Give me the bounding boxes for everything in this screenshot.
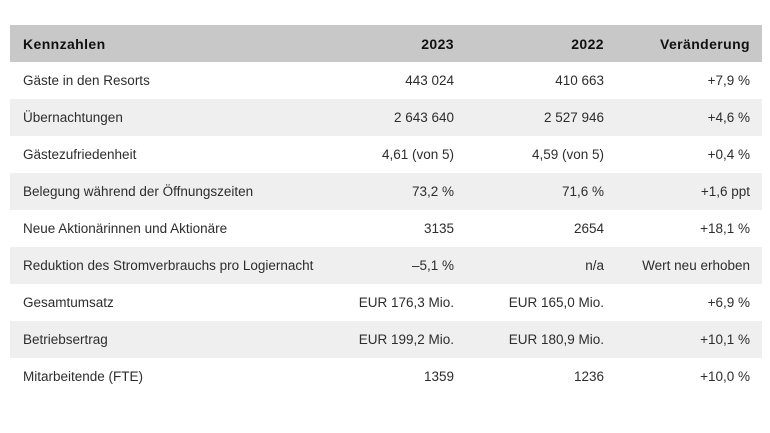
- value-2022: n/a: [585, 258, 604, 273]
- table-row: Betriebsertrag EUR 199,2 Mio. EUR 180,9 …: [10, 321, 762, 358]
- kpi-table: Kennzahlen 2023 2022 Veränderung Gäste i…: [10, 25, 762, 395]
- row-label: Betriebsertrag: [23, 332, 108, 347]
- column-header-2023: 2023: [421, 35, 454, 52]
- table-row: Übernachtungen 2 643 640 2 527 946 +4,6 …: [10, 99, 762, 136]
- table-row: Gäste in den Resorts 443 024 410 663 +7,…: [10, 62, 762, 99]
- value-2022: 71,6 %: [561, 184, 604, 199]
- value-2022: 1236: [573, 369, 604, 384]
- value-change: +4,6 %: [707, 110, 750, 125]
- value-2022: EUR 180,9 Mio.: [508, 332, 604, 347]
- row-label: Reduktion des Stromverbrauchs pro Logier…: [23, 258, 314, 273]
- table-row: Neue Aktionärinnen und Aktionäre 3135 26…: [10, 210, 762, 247]
- row-label: Gästezufriedenheit: [23, 147, 137, 162]
- table-row: Gesamtumsatz EUR 176,3 Mio. EUR 165,0 Mi…: [10, 284, 762, 321]
- table-row: Reduktion des Stromverbrauchs pro Logier…: [10, 247, 762, 284]
- table-row: Belegung während der Öffnungszeiten 73,2…: [10, 173, 762, 210]
- value-2023: 2 643 640: [393, 110, 454, 125]
- value-change: +7,9 %: [707, 73, 750, 88]
- row-label: Mitarbeitende (FTE): [23, 369, 144, 384]
- value-2022: 4,59 (von 5): [531, 147, 604, 162]
- column-header-veraenderung: Veränderung: [660, 35, 750, 52]
- row-label: Gäste in den Resorts: [23, 73, 150, 88]
- value-2022: 410 663: [555, 73, 604, 88]
- column-header-2022: 2022: [571, 35, 604, 52]
- row-label: Neue Aktionärinnen und Aktionäre: [23, 221, 228, 236]
- value-2023: 73,2 %: [411, 184, 454, 199]
- row-label: Übernachtungen: [23, 110, 123, 125]
- table-header-row: Kennzahlen 2023 2022 Veränderung: [10, 25, 762, 62]
- value-2023: 4,61 (von 5): [381, 147, 454, 162]
- value-change: +0,4 %: [707, 147, 750, 162]
- value-2023: 1359: [423, 369, 454, 384]
- column-header-kennzahlen: Kennzahlen: [23, 35, 106, 52]
- row-label: Gesamtumsatz: [23, 295, 114, 310]
- table-row: Gästezufriedenheit 4,61 (von 5) 4,59 (vo…: [10, 136, 762, 173]
- value-2022: 2 527 946: [543, 110, 604, 125]
- value-2023: EUR 176,3 Mio.: [358, 295, 454, 310]
- value-change: +6,9 %: [707, 295, 750, 310]
- value-change: Wert neu erhoben: [642, 258, 750, 273]
- value-change: +10,1 %: [700, 332, 750, 347]
- value-change: +10,0 %: [700, 369, 750, 384]
- value-2022: 2654: [573, 221, 604, 236]
- table-row: Mitarbeitende (FTE) 1359 1236 +10,0 %: [10, 358, 762, 395]
- value-2023: EUR 199,2 Mio.: [358, 332, 454, 347]
- row-label: Belegung während der Öffnungszeiten: [23, 184, 254, 199]
- value-2022: EUR 165,0 Mio.: [508, 295, 604, 310]
- value-2023: 3135: [423, 221, 454, 236]
- value-change: +18,1 %: [700, 221, 750, 236]
- value-change: +1,6 ppt: [700, 184, 750, 199]
- value-2023: 443 024: [405, 73, 454, 88]
- value-2023: –5,1 %: [411, 258, 454, 273]
